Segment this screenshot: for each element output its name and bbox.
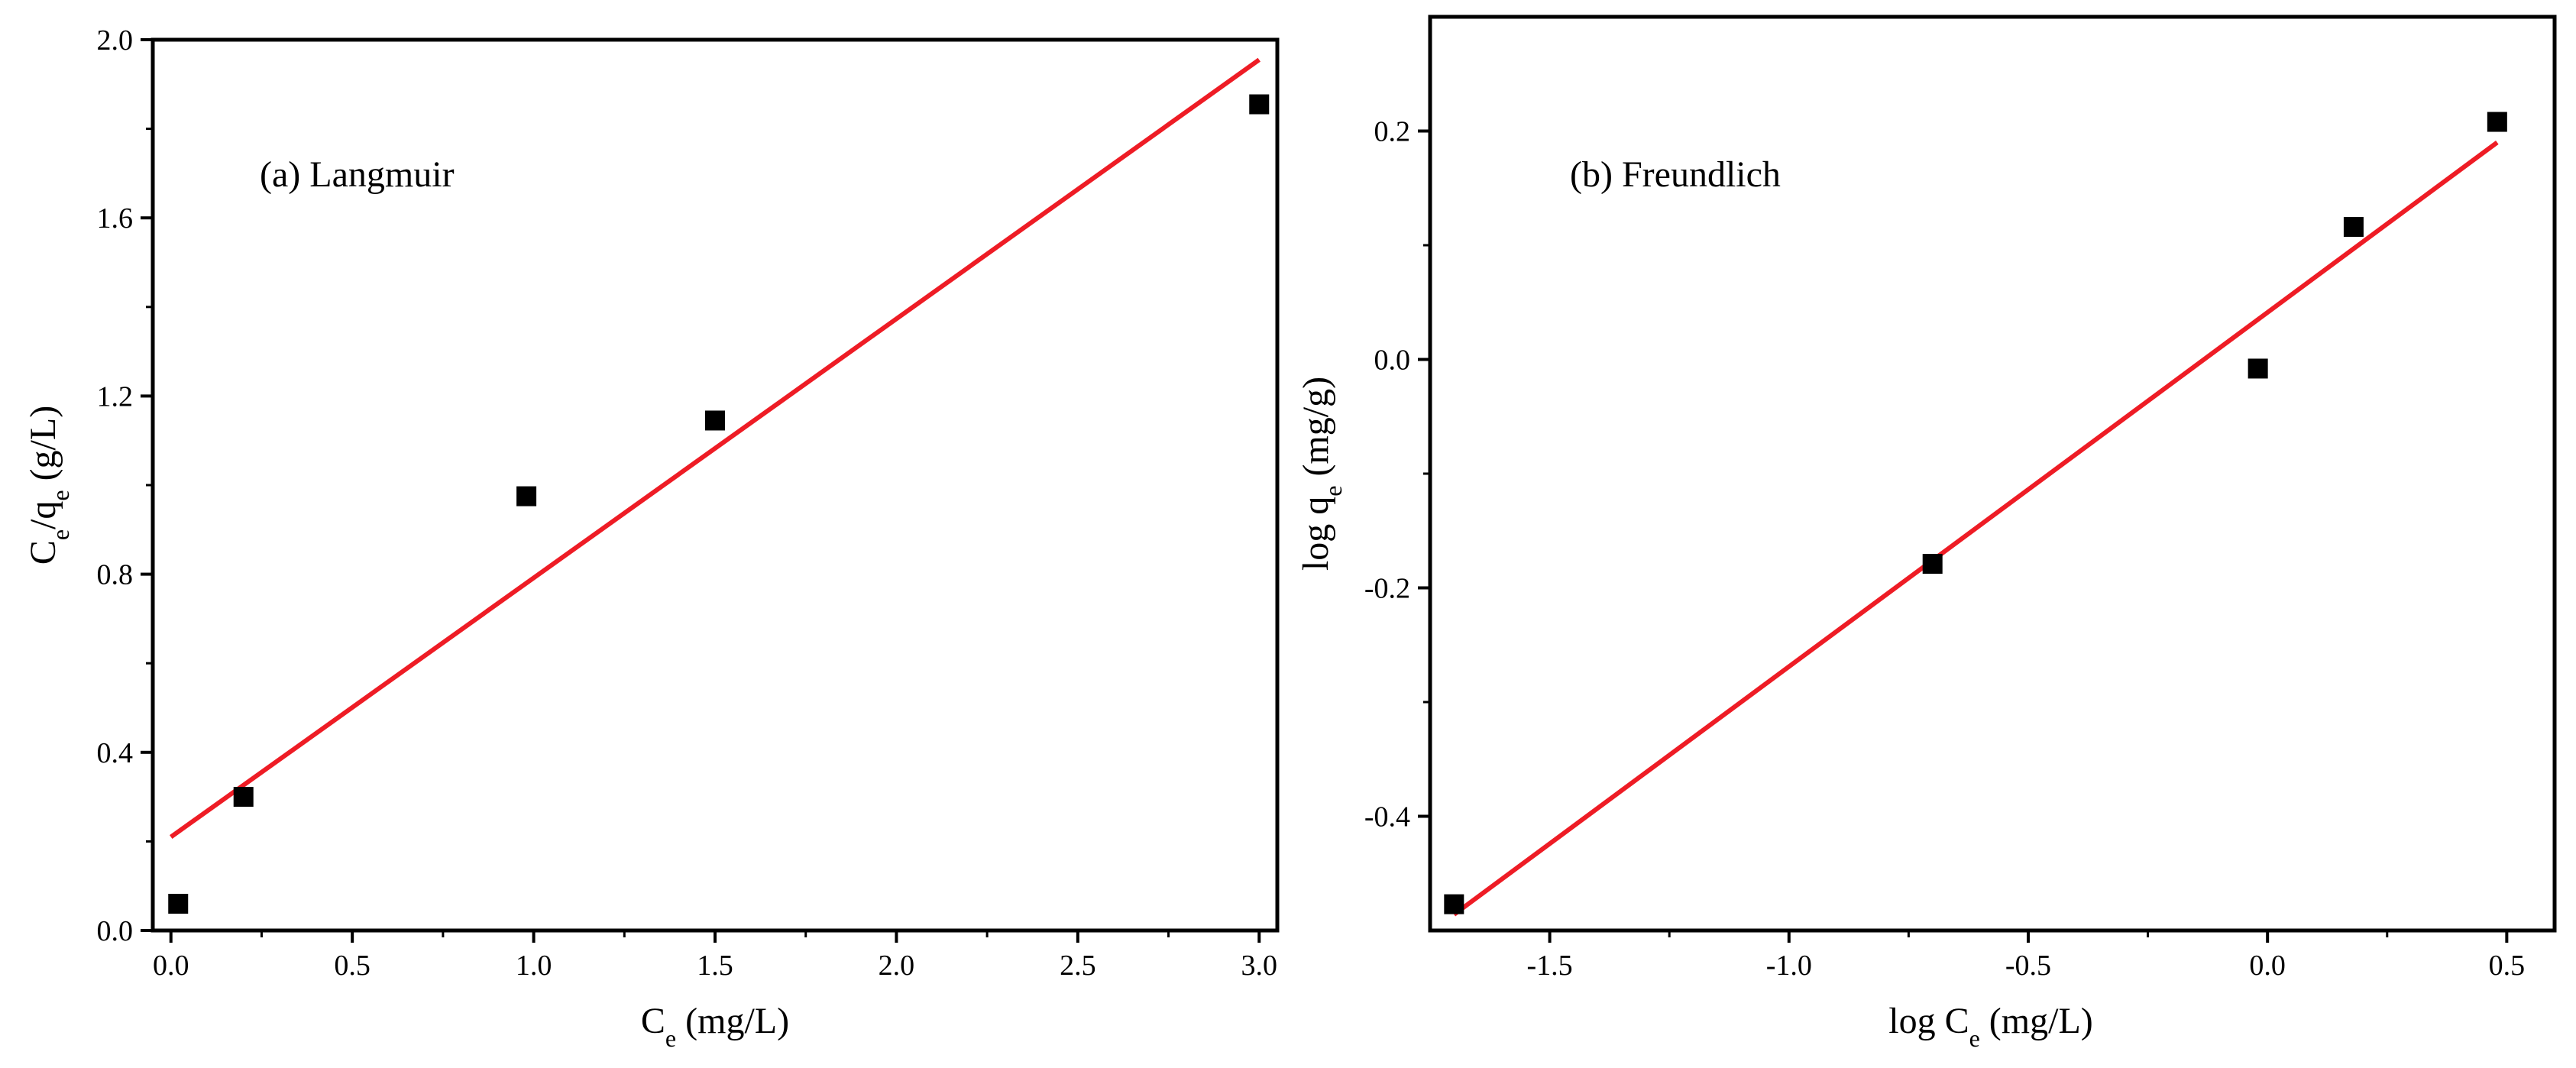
panel-annotation: (a) Langmuir <box>260 154 455 195</box>
data-point <box>1444 894 1464 914</box>
data-point <box>2343 217 2364 238</box>
panel-annotation: (b) Freundlich <box>1570 154 1781 195</box>
tick-labels: 0.0 0.5 1.0 1.5 2.0 2.5 3.0 0.0 0.4 0.8 1.2 1.6 2.0 <box>97 24 1278 982</box>
x-tick-label: 0.0 <box>153 950 189 982</box>
y-tick-label: 0.4 <box>97 737 134 769</box>
x-tick-label: 0.0 <box>2249 950 2286 982</box>
fit-line-segment <box>169 57 1261 840</box>
y-tick-label: 1.6 <box>97 202 134 235</box>
data-points <box>1444 112 2507 914</box>
data-point <box>1249 94 1270 115</box>
y-tick-label: -0.2 <box>1364 573 1410 605</box>
x-tick-label: -1.5 <box>1527 950 1573 982</box>
x-tick-label: -0.5 <box>2005 950 2051 982</box>
y-tick-label: -0.4 <box>1364 801 1410 833</box>
y-tick-label: 0.0 <box>97 915 134 947</box>
data-point <box>1922 554 1943 574</box>
data-point <box>705 410 725 431</box>
x-axis-label: log Ce (mg/L) <box>1888 1001 2093 1052</box>
y-axis-label: log qe (mg/g) <box>1296 377 1347 571</box>
x-tick-label: 1.0 <box>516 950 552 982</box>
y-tick-label: 2.0 <box>97 24 134 57</box>
y-tick-label: 0.8 <box>97 559 134 591</box>
data-point <box>2248 358 2268 379</box>
x-axis-label: Ce (mg/L) <box>641 1001 789 1052</box>
axis-ticks <box>1418 129 2509 943</box>
x-tick-label: 2.0 <box>879 950 915 982</box>
x-tick-label: 3.0 <box>1241 950 1278 982</box>
y-tick-label: 1.2 <box>97 380 134 413</box>
data-point <box>2487 112 2507 132</box>
x-tick-label: 0.5 <box>334 950 371 982</box>
data-point <box>516 486 537 506</box>
x-tick-label: 1.5 <box>697 950 733 982</box>
y-tick-label: 0.2 <box>1374 116 1411 148</box>
y-axis-label: Ce/qe (g/L) <box>23 406 74 565</box>
data-point <box>233 787 254 807</box>
fit-line <box>1452 141 2499 917</box>
x-tick-label: -1.0 <box>1766 950 1812 982</box>
chart-panel-langmuir: 0.0 0.5 1.0 1.5 2.0 2.5 3.00.00.40.81.21.62.0 … <box>23 24 1280 1052</box>
fit-line-segment <box>1452 141 2499 917</box>
data-point <box>168 894 189 914</box>
axis-ticks <box>141 38 1261 943</box>
chart-panel-freundlich: -1.5 -1.0 -0.5 0.0 0.5 -0.4 -0.2 0.0 0.2 (b) Fre… <box>1296 15 2557 1052</box>
tick-labels: -1.5 -1.0 -0.5 0.0 0.5 -0.4 -0.2 0.0 0.2 <box>1364 116 2525 982</box>
x-tick-label: 0.5 <box>2489 950 2526 982</box>
fit-line <box>169 57 1261 840</box>
x-tick-label: 2.5 <box>1060 950 1096 982</box>
data-points <box>168 94 1270 914</box>
y-tick-label: 0.0 <box>1374 345 1411 377</box>
